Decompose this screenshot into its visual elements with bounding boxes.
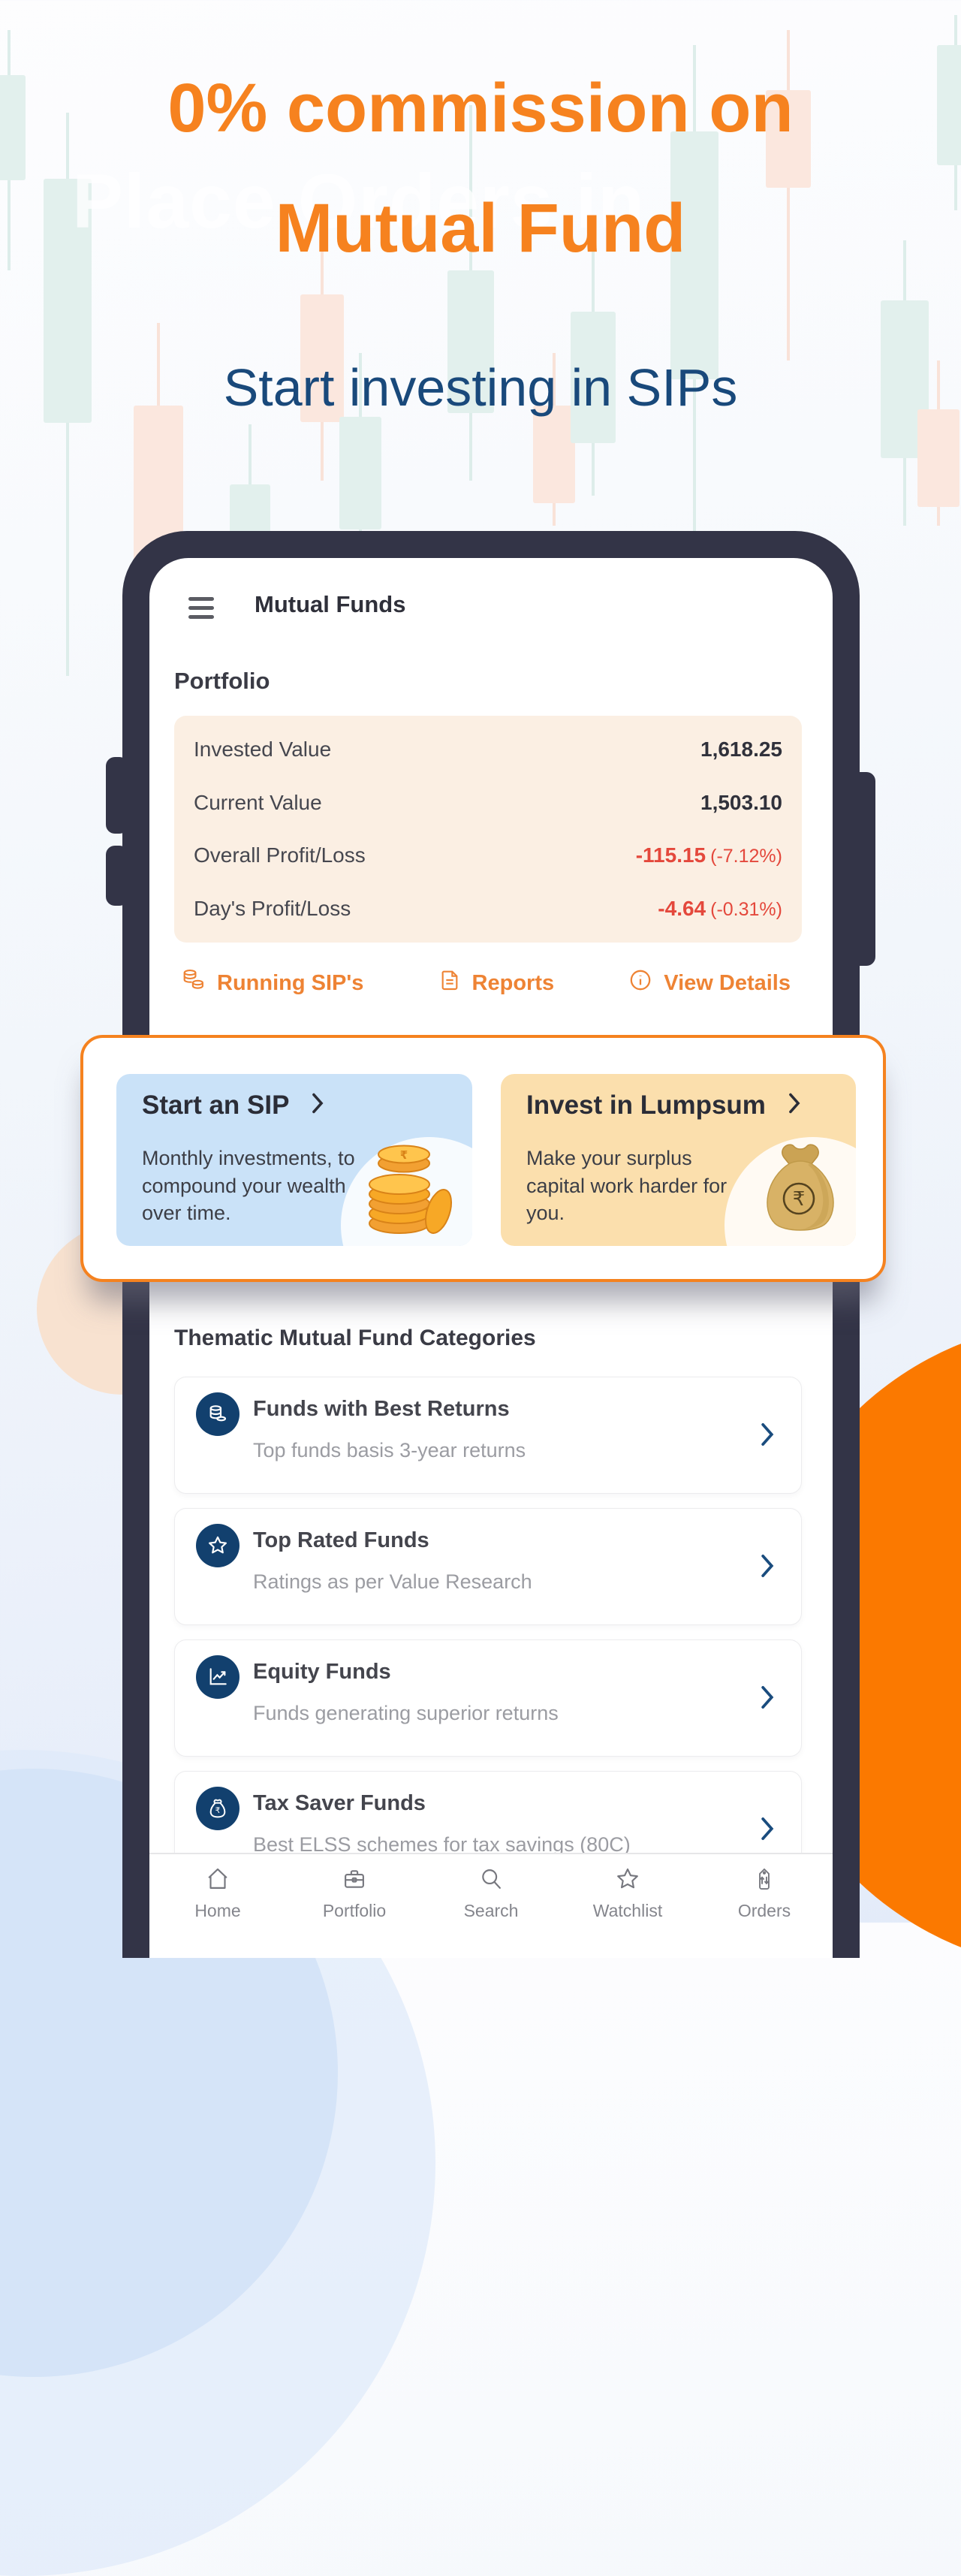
info-icon (628, 967, 653, 999)
chevron-right-icon (761, 1422, 774, 1450)
nav-watchlist[interactable]: Watchlist (559, 1854, 696, 1958)
invest-lumpsum-description: Make your surplus capital work harder fo… (526, 1147, 728, 1225)
start-sip-title: Start an SIP (142, 1090, 290, 1120)
svg-text:₹: ₹ (400, 1148, 408, 1162)
chevron-right-icon (761, 1817, 774, 1845)
quick-links-row: Running SIP's Reports View Details (181, 967, 791, 999)
app-bar-title: Mutual Funds (255, 591, 406, 617)
nav-orders[interactable]: Orders (696, 1854, 833, 1958)
reports-link[interactable]: Reports (438, 968, 554, 998)
chevron-right-icon (761, 1685, 774, 1713)
star-icon (196, 1524, 239, 1567)
category-card-top-rated[interactable]: Top Rated Funds Ratings as per Value Res… (174, 1508, 802, 1625)
gold-coins-illustration: ₹ (360, 1127, 462, 1240)
category-card-best-returns[interactable]: Funds with Best Returns Top funds basis … (174, 1377, 802, 1494)
line-chart-icon (196, 1655, 239, 1699)
svg-text:₹: ₹ (793, 1188, 806, 1211)
portfolio-row-current: Current Value 1,503.10 (194, 790, 782, 814)
orders-icon (750, 1868, 779, 1896)
portfolio-row-day-pl: Day's Profit/Loss -4.64 (-0.31%) (194, 896, 782, 920)
svg-text:₹: ₹ (215, 1805, 221, 1815)
ghost-headline: Place Orders in (72, 158, 646, 244)
categories-heading: Thematic Mutual Fund Categories (174, 1326, 536, 1350)
coins-icon (181, 967, 206, 999)
portfolio-summary-card: Invested Value 1,618.25 Current Value 1,… (174, 716, 802, 943)
invest-lumpsum-title: Invest in Lumpsum (526, 1090, 766, 1120)
nav-portfolio[interactable]: Portfolio (286, 1854, 423, 1958)
coins-stack-icon (196, 1392, 239, 1436)
start-sip-card[interactable]: Start an SIP Monthly investments, to com… (116, 1074, 472, 1246)
portfolio-row-invested: Invested Value 1,618.25 (194, 738, 782, 762)
bottom-nav: Home Portfolio Search (149, 1853, 833, 1958)
category-card-equity[interactable]: Equity Funds Funds generating superior r… (174, 1639, 802, 1757)
nav-home[interactable]: Home (149, 1854, 286, 1958)
money-bag-icon: ₹ (196, 1787, 239, 1830)
briefcase-icon (340, 1870, 369, 1896)
nav-search[interactable]: Search (423, 1854, 559, 1958)
star-icon (613, 1868, 642, 1896)
portfolio-row-overall-pl: Overall Profit/Loss -115.15 (-7.12%) (194, 843, 782, 867)
hero-section: 0% commission on Mutual Fund Start invest… (0, 48, 961, 418)
chevron-right-icon (788, 1090, 800, 1121)
invest-lumpsum-card[interactable]: Invest in Lumpsum Make your surplus capi… (501, 1074, 856, 1246)
start-sip-description: Monthly investments, to compound your we… (142, 1147, 355, 1225)
home-icon (203, 1868, 232, 1896)
running-sips-link[interactable]: Running SIP's (181, 967, 363, 999)
money-bag-illustration: ₹ (755, 1135, 845, 1240)
hero-title: 0% commission on Mutual Fund (167, 70, 794, 267)
promo-spotlight-card: Start an SIP Monthly investments, to com… (80, 1035, 886, 1282)
chevron-right-icon (761, 1554, 774, 1582)
hero-subtitle: Start investing in SIPs (223, 358, 738, 418)
view-details-link[interactable]: View Details (628, 967, 791, 999)
portfolio-heading: Portfolio (174, 668, 270, 694)
hamburger-menu-icon[interactable] (188, 597, 214, 624)
chevron-right-icon (312, 1090, 324, 1121)
search-icon (477, 1869, 505, 1896)
report-icon (438, 968, 462, 998)
